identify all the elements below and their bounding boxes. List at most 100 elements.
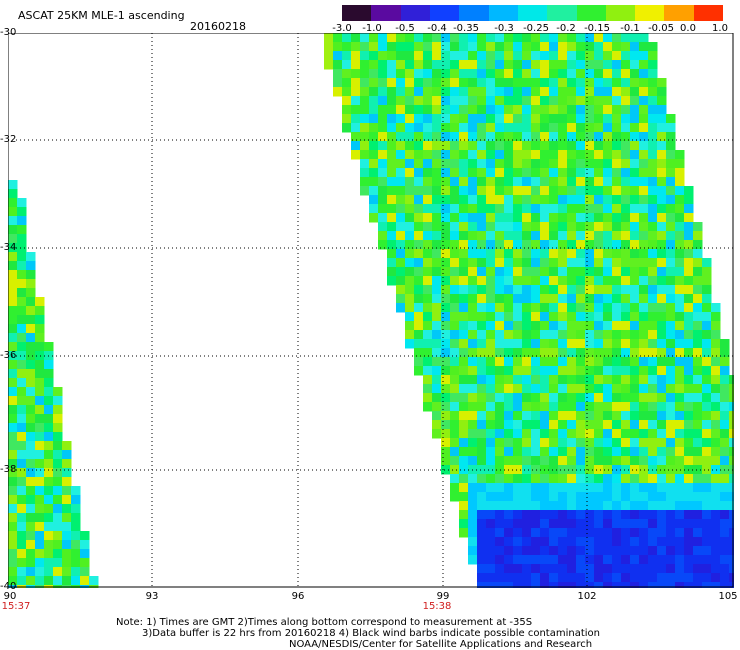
- wind-cell: [639, 555, 649, 565]
- wind-cell: [396, 123, 406, 133]
- wind-cell: [477, 42, 487, 52]
- wind-cell: [495, 51, 505, 61]
- wind-cell: [666, 330, 676, 340]
- wind-cell: [369, 114, 379, 124]
- wind-cell: [576, 114, 586, 124]
- wind-cell: [585, 564, 595, 574]
- wind-cell: [522, 564, 532, 574]
- wind-cell: [44, 378, 54, 388]
- wind-cell: [594, 537, 604, 547]
- wind-cell: [450, 465, 460, 475]
- wind-cell: [558, 258, 568, 268]
- wind-cell: [441, 393, 451, 403]
- wind-cell: [684, 186, 694, 196]
- wind-cell: [594, 303, 604, 313]
- wind-cell: [702, 501, 712, 511]
- wind-cell: [396, 105, 406, 115]
- wind-cell: [648, 195, 658, 205]
- wind-cell: [711, 411, 721, 421]
- wind-cell: [486, 564, 496, 574]
- wind-cell: [468, 249, 478, 259]
- wind-cell: [684, 456, 694, 466]
- wind-cell: [567, 330, 577, 340]
- wind-cell: [423, 267, 433, 277]
- wind-cell: [450, 330, 460, 340]
- wind-cell: [495, 375, 505, 385]
- wind-cell: [576, 573, 586, 583]
- wind-cell: [657, 258, 667, 268]
- wind-cell: [17, 531, 27, 541]
- wind-cell: [612, 528, 622, 538]
- wind-cell: [450, 51, 460, 61]
- wind-cell: [531, 411, 541, 421]
- wind-cell: [513, 87, 523, 97]
- wind-cell: [504, 357, 514, 367]
- wind-cell: [531, 582, 541, 588]
- wind-cell: [468, 141, 478, 151]
- wind-cell: [585, 537, 595, 547]
- wind-cell: [729, 492, 734, 502]
- wind-cell: [26, 261, 36, 271]
- wind-cell: [486, 267, 496, 277]
- wind-cell: [333, 42, 343, 52]
- wind-cell: [639, 474, 649, 484]
- wind-cell: [540, 69, 550, 79]
- wind-cell: [567, 393, 577, 403]
- wind-cell: [522, 87, 532, 97]
- wind-cell: [657, 501, 667, 511]
- wind-cell: [531, 114, 541, 124]
- wind-cell: [450, 249, 460, 259]
- wind-cell: [711, 375, 721, 385]
- wind-cell: [549, 294, 559, 304]
- wind-cell: [531, 501, 541, 511]
- wind-cell: [675, 348, 685, 358]
- wind-cell: [720, 411, 730, 421]
- wind-cell: [639, 303, 649, 313]
- wind-cell: [711, 393, 721, 403]
- wind-cell: [576, 312, 586, 322]
- wind-cell: [495, 420, 505, 430]
- wind-cell: [594, 393, 604, 403]
- wind-cell: [603, 240, 613, 250]
- wind-cell: [558, 105, 568, 115]
- wind-cell: [549, 42, 559, 52]
- wind-cell: [621, 222, 631, 232]
- wind-cell: [378, 240, 388, 250]
- wind-cell: [396, 204, 406, 214]
- wind-cell: [459, 285, 469, 295]
- wind-cell: [486, 123, 496, 133]
- wind-cell: [630, 177, 640, 187]
- wind-cell: [603, 411, 613, 421]
- wind-cell: [396, 240, 406, 250]
- wind-cell: [495, 123, 505, 133]
- wind-cell: [522, 420, 532, 430]
- wind-cell: [684, 375, 694, 385]
- wind-cell: [459, 312, 469, 322]
- wind-cell: [567, 339, 577, 349]
- wind-cell: [684, 528, 694, 538]
- wind-cell: [621, 474, 631, 484]
- wind-cell: [396, 222, 406, 232]
- wind-cell: [567, 465, 577, 475]
- wind-cell: [603, 555, 613, 565]
- wind-cell: [630, 420, 640, 430]
- wind-cell: [360, 150, 370, 160]
- wind-cell: [657, 348, 667, 358]
- wind-cell: [729, 465, 734, 475]
- wind-cell: [675, 420, 685, 430]
- wind-cell: [486, 249, 496, 259]
- wind-cell: [702, 492, 712, 502]
- wind-cell: [729, 420, 734, 430]
- wind-cell: [675, 447, 685, 457]
- wind-cell: [53, 549, 63, 559]
- wind-cell: [549, 168, 559, 178]
- wind-cell: [657, 582, 667, 588]
- wind-cell: [594, 573, 604, 583]
- wind-cell: [639, 330, 649, 340]
- wind-cell: [396, 42, 406, 52]
- wind-cell: [603, 438, 613, 448]
- wind-cell: [504, 195, 514, 205]
- wind-cell: [666, 429, 676, 439]
- wind-cell: [720, 438, 730, 448]
- wind-cell: [8, 441, 18, 451]
